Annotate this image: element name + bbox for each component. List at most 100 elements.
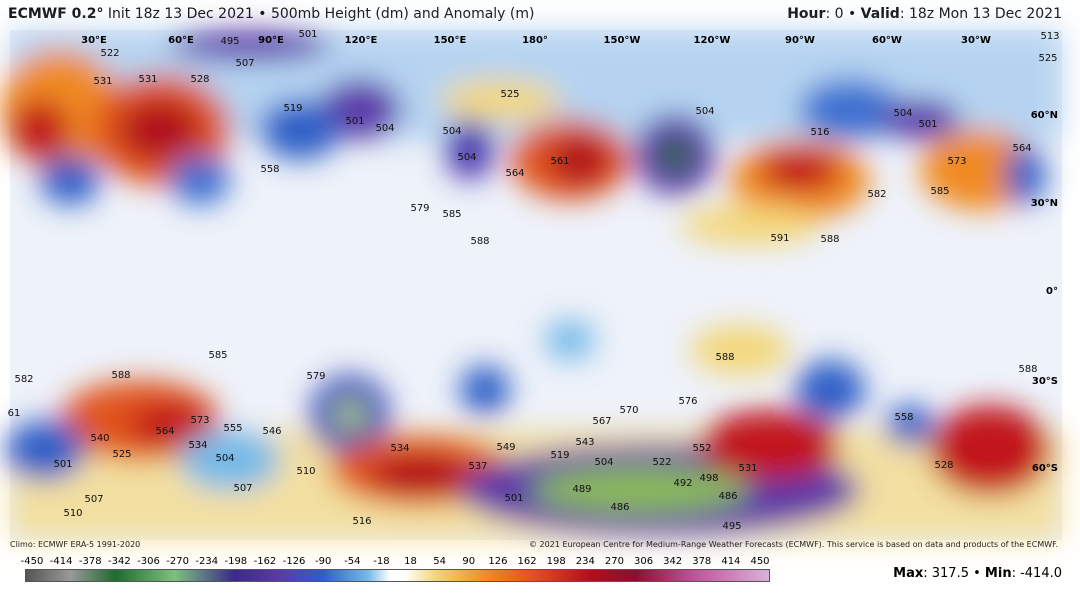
colorbar-tick-label: 54 — [433, 556, 447, 567]
contour-label: 591 — [770, 233, 789, 244]
contour-label: 531 — [93, 76, 112, 87]
colorbar-tick-label: 450 — [750, 556, 770, 567]
contour-label: 504 — [457, 152, 476, 163]
colorbar-tick-label: -378 — [78, 556, 102, 567]
contour-label: 501 — [918, 119, 937, 130]
contour-label: 516 — [352, 516, 371, 527]
contour-label: 585 — [930, 186, 949, 197]
contour-label: 522 — [100, 48, 119, 59]
contour-label: 528 — [934, 460, 953, 471]
hour-value: : 0 • — [825, 6, 861, 22]
contour-label: 588 — [820, 234, 839, 245]
colorbar-tick-label: 306 — [633, 556, 654, 567]
contour-label: 519 — [283, 103, 302, 114]
contour-label: 573 — [947, 156, 966, 167]
contour-label: 510 — [296, 466, 315, 477]
contour-label: 564 — [505, 168, 524, 179]
contour-label: 588 — [470, 236, 489, 247]
colorbar-tick-label: -414 — [49, 556, 73, 567]
header-left: ECMWF 0.2° Init 18z 13 Dec 2021 • 500mb … — [8, 6, 534, 22]
contour-label: 540 — [90, 433, 109, 444]
contour-label: 564 — [1012, 143, 1031, 154]
min-value: : -414.0 — [1011, 566, 1062, 581]
contour-label: 522 — [652, 457, 671, 468]
colorbar-tick-label: -270 — [166, 556, 189, 567]
contour-label: 498 — [699, 473, 718, 484]
contour-label: 588 — [1018, 364, 1037, 375]
longitude-label: 180° — [522, 35, 548, 46]
valid-value: : 18z Mon 13 Dec 2021 — [899, 6, 1062, 22]
contour-label: 585 — [442, 209, 461, 220]
contour-label: 564 — [155, 426, 174, 437]
contour-label: 579 — [306, 371, 325, 382]
contour-label: 504 — [442, 126, 461, 137]
contour-label: 573 — [190, 415, 209, 426]
contour-label: 534 — [188, 440, 207, 451]
contour-label: 504 — [695, 106, 714, 117]
colorbar — [25, 569, 770, 582]
title: Init 18z 13 Dec 2021 • 500mb Height (dm)… — [107, 6, 535, 22]
contour-label: 501 — [345, 116, 364, 127]
colorbar-tick-label: -90 — [315, 556, 332, 567]
colorbar-tick-label: -126 — [282, 556, 306, 567]
colorbar-tick-label: 90 — [462, 556, 476, 567]
contour-label: 61 — [8, 408, 21, 419]
colorbar-tick-label: -306 — [137, 556, 160, 567]
contour-label: 567 — [592, 416, 611, 427]
min-label: Min — [984, 566, 1012, 581]
contour-label: 561 — [550, 156, 569, 167]
valid-label: Valid — [860, 6, 900, 22]
header-right: Hour: 0 • Valid: 18z Mon 13 Dec 2021 — [787, 6, 1062, 22]
contour-label: 537 — [468, 461, 487, 472]
contour-label: 501 — [504, 493, 523, 504]
contour-label: 504 — [893, 108, 912, 119]
colorbar-tick-label: 234 — [575, 556, 595, 567]
colorbar-tick-label: 414 — [721, 556, 741, 567]
anomaly-field — [0, 30, 1062, 540]
contour-label: 525 — [112, 449, 131, 460]
contour-label: 495 — [220, 36, 239, 47]
contour-label: 588 — [111, 370, 130, 381]
contour-label: 582 — [867, 189, 886, 200]
contour-label: 588 — [715, 352, 734, 363]
latitude-label: 60°N — [1031, 110, 1058, 121]
hour-label: Hour — [787, 6, 826, 22]
contour-label: 507 — [233, 483, 252, 494]
colorbar-tick-label: 198 — [546, 556, 566, 567]
longitude-label: 60°W — [872, 35, 902, 46]
longitude-label: 30°E — [81, 35, 107, 46]
contour-label: 558 — [894, 412, 913, 423]
contour-label: 513 — [1040, 31, 1059, 42]
longitude-label: 90°E — [258, 35, 284, 46]
colorbar-tick-label: 18 — [404, 556, 417, 567]
contour-label: 501 — [53, 459, 72, 470]
contour-label: 504 — [594, 457, 613, 468]
contour-label: 546 — [262, 426, 281, 437]
max-label: Max — [893, 566, 924, 581]
contour-label: 555 — [223, 423, 242, 434]
longitude-label: 30°W — [961, 35, 991, 46]
contour-label: 552 — [692, 443, 711, 454]
latitude-label: 0° — [1046, 286, 1058, 297]
contour-label: 558 — [260, 164, 279, 175]
colorbar-tick-label: -198 — [224, 556, 248, 567]
colorbar-tick-label: -342 — [108, 556, 131, 567]
contour-label: 519 — [550, 450, 569, 461]
colorbar-tick-label: -450 — [20, 556, 44, 567]
contour-label: 507 — [84, 494, 103, 505]
contour-label: 582 — [14, 374, 33, 385]
longitude-label: 120°W — [694, 35, 731, 46]
contour-label: 495 — [722, 521, 741, 532]
longitude-label: 150°W — [604, 35, 641, 46]
max-value: : 317.5 • — [923, 566, 985, 581]
contour-label: 570 — [619, 405, 638, 416]
contour-label: 516 — [810, 127, 829, 138]
contour-label: 525 — [500, 89, 519, 100]
contour-label: 492 — [673, 478, 692, 489]
contour-label: 534 — [390, 443, 409, 454]
colorbar-tick-label: 126 — [488, 556, 508, 567]
model: ECMWF 0.2° — [8, 6, 104, 22]
colorbar-tick-label: -234 — [195, 556, 219, 567]
contour-label: 486 — [718, 491, 737, 502]
